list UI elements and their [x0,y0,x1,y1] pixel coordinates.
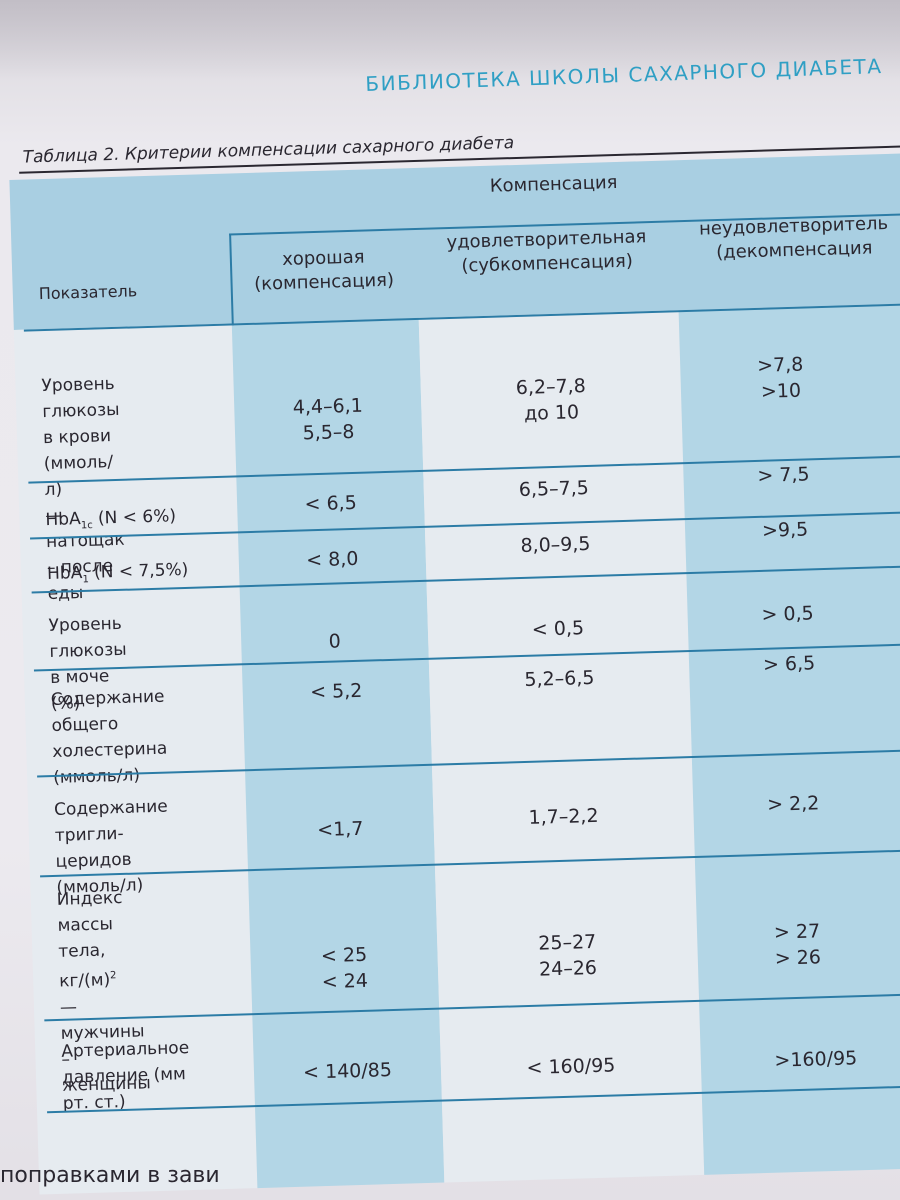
satisfactory-column-header: удовлетворительная (субкомпенсация) [446,226,647,277]
row-blood-glucose-unsatisfactory: >7,8 >10 [756,353,804,403]
row-bmi-good: < 25 < 24 [320,943,369,994]
row-blood-glucose-good: 4,4–6,1 5,5–8 [292,394,364,445]
row-blood-pressure-indicator: Артериальное давление (мм рт. ст.) [60,1038,190,1114]
row-triglycerides-good: <1,7 [316,817,364,842]
row-urine-glucose-good: 0 [328,630,342,653]
page-top-shadow [0,0,900,80]
row-blood-pressure-good: < 140/85 [302,1059,393,1084]
row-blood-glucose-satisfactory: 6,2–7,8 до 10 [515,375,587,425]
row-bmi-unsatisfactory: > 27 > 26 [773,920,822,970]
row-hba1c-good: < 6,5 [304,491,358,516]
indicator-header: Показатель [38,281,138,304]
continuation-text: поправками в зави [0,1163,220,1188]
unsatisfactory-column-header: неудовлетворитель (декомпенсация [698,212,889,264]
good-column-header: хорошая (компенсация) [253,246,395,295]
row-bmi-satisfactory: 25–27 24–26 [538,930,598,981]
row-cholesterol-good: < 5,2 [309,679,363,704]
row-blood-pressure-unsatisfactory: >160/95 [774,1047,858,1072]
row-hba1-good: < 8,0 [305,547,359,572]
compensation-group-header: Компенсация [489,171,618,197]
